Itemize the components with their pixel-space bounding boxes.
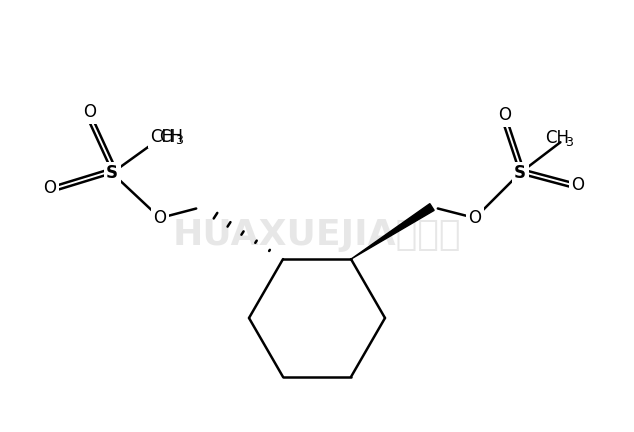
Text: 3: 3 [175,134,183,147]
Text: S: S [106,164,118,182]
Text: CH: CH [150,128,174,146]
Polygon shape [351,203,434,259]
Text: O: O [571,176,585,194]
Text: O: O [153,209,167,227]
Text: O: O [84,103,96,121]
Text: O: O [498,106,512,124]
Text: S: S [514,164,526,182]
Text: 3: 3 [565,136,573,149]
Text: CH: CH [159,128,183,146]
Text: CH: CH [545,129,569,147]
Text: O: O [469,209,481,227]
Text: O: O [44,179,56,197]
Text: HUAXUEJIA化学加: HUAXUEJIA化学加 [172,218,462,252]
